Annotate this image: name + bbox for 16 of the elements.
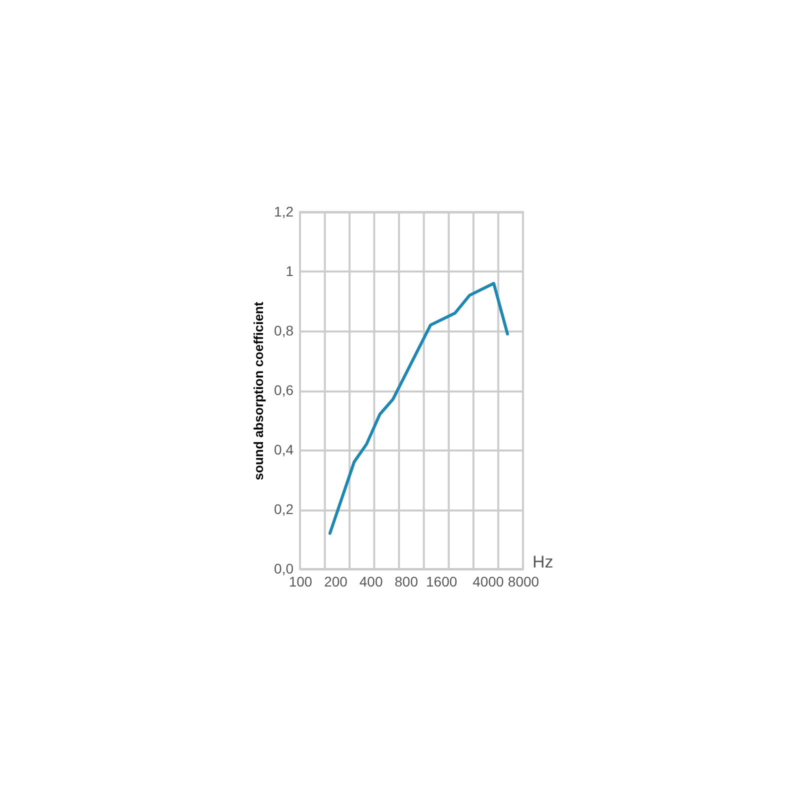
x-tick-label: 100 — [288, 574, 312, 590]
x-tick-label: 200 — [324, 574, 348, 590]
y-tick-label: 0,2 — [274, 501, 294, 517]
y-tick-label: 1,2 — [274, 204, 294, 220]
x-tick-label: 1600 — [426, 574, 458, 590]
y-tick-label: 0,8 — [274, 322, 294, 338]
y-axis-title: sound absorption coefficient — [251, 301, 266, 480]
x-tick-label: 4000 — [472, 574, 504, 590]
y-tick-label: 0,4 — [274, 442, 294, 458]
x-tick-label: 8000 — [508, 574, 540, 590]
y-tick-label: 0,6 — [274, 382, 294, 398]
x-tick-label: 400 — [359, 574, 383, 590]
x-tick-label: 800 — [394, 574, 418, 590]
y-tick-label: 0,0 — [274, 560, 294, 576]
x-axis-title: Hz — [532, 552, 554, 572]
y-tick-label: 1 — [286, 263, 294, 279]
